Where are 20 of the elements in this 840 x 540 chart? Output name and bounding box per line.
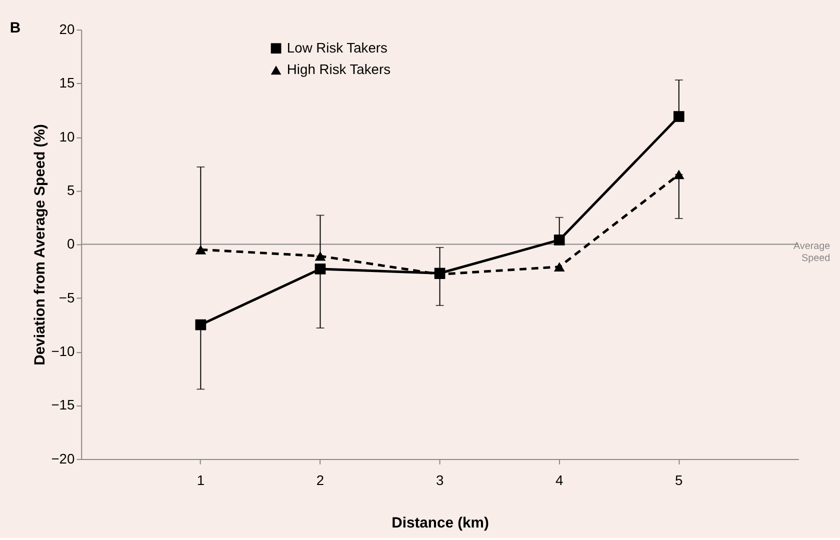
y-tick-label: −20 <box>51 450 75 466</box>
x-tick-label: 4 <box>555 472 564 488</box>
y-tick-label: 15 <box>59 74 75 91</box>
y-tick-label: 0 <box>66 236 75 252</box>
x-tick-label: 2 <box>316 472 324 488</box>
x-tick-label: 1 <box>196 472 205 488</box>
y-tick-label: −5 <box>58 289 75 306</box>
x-tick-label: 5 <box>675 472 684 488</box>
y-tick-label: −15 <box>51 396 75 413</box>
text: B <box>10 20 21 37</box>
y-tick-label: 10 <box>59 128 75 144</box>
ref-line-label: Average Speed <box>793 241 831 264</box>
x-tick-label: 3 <box>436 472 444 488</box>
y-tick-label: 20 <box>59 21 75 38</box>
y-tick-label: 5 <box>66 182 75 198</box>
legend-label: Low Risk Takers <box>286 39 388 56</box>
x-axis-title: Distance (km) <box>392 516 489 532</box>
y-tick-label: −10 <box>51 343 75 360</box>
y-axis-title: Deviation from Average Speed (%) <box>32 124 48 366</box>
legend-label: High Risk Takers <box>286 61 391 78</box>
